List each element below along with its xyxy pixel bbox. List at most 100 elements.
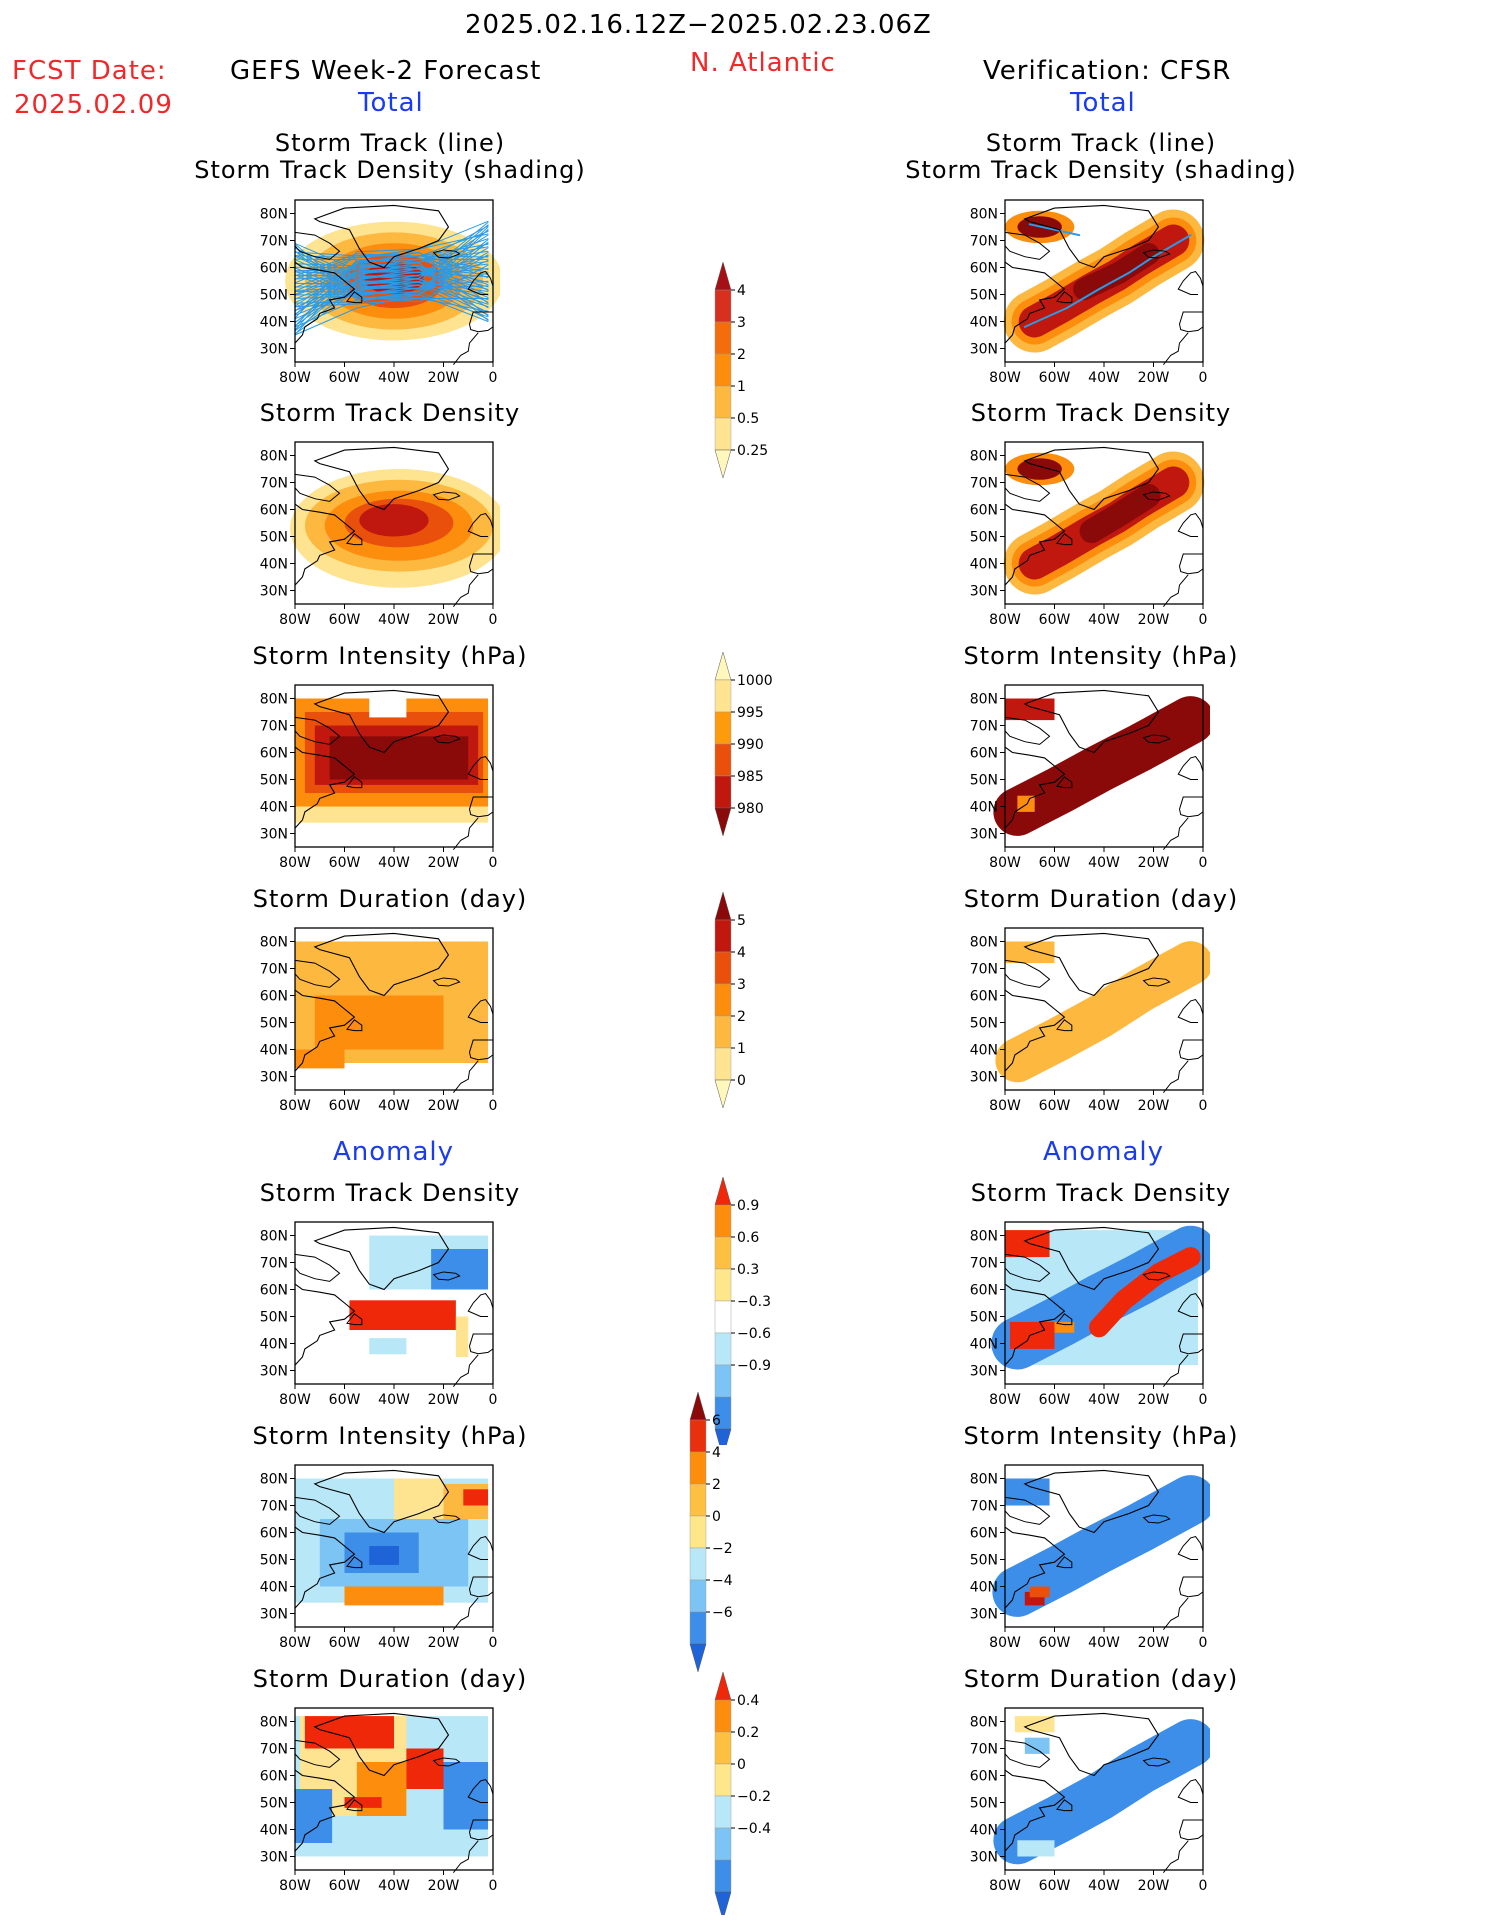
lon-tick-label: 0 <box>1199 1635 1208 1651</box>
left-p2-title: Storm Track Density <box>259 399 521 427</box>
right-column-title: Verification: CFSR <box>983 56 1232 86</box>
iberia-coast <box>468 796 494 818</box>
lon-tick-label: 0 <box>489 612 498 628</box>
greenland-coast <box>1023 1226 1160 1291</box>
storm-track-line <box>294 241 489 311</box>
colorbar-segment <box>714 1699 732 1733</box>
africa-coast <box>1163 332 1189 366</box>
iceland-coast <box>1142 734 1171 744</box>
iberia-coast <box>468 553 494 575</box>
title-line-1: Storm Track (line) <box>274 129 506 157</box>
north-america-coast <box>294 989 356 1072</box>
british-isles-coast <box>467 1778 494 1803</box>
lon-tick-label: 60W <box>329 1392 361 1408</box>
lat-tick-label: 70N <box>260 476 288 492</box>
lon-tick-label: 0 <box>489 1098 498 1114</box>
right-p7-title: Storm Duration (day) <box>963 1665 1239 1693</box>
africa-coast <box>453 332 479 366</box>
colorbar-segment <box>714 1795 732 1829</box>
greenland-coast <box>1023 446 1160 511</box>
lat-tick-label: 60N <box>260 1769 288 1785</box>
colorbar-top-arrow <box>689 1391 707 1421</box>
anomaly-cell <box>369 1338 407 1355</box>
colorbar-label: −0.2 <box>737 1789 771 1805</box>
storm-track-line <box>294 224 489 327</box>
lon-tick-label: 80W <box>989 855 1021 871</box>
colorbar-segment <box>714 353 732 387</box>
colorbar-top-arrow <box>714 891 732 921</box>
lat-tick-label: 50N <box>970 1016 998 1032</box>
north-america-coast <box>1004 989 1066 1072</box>
baffin-coast <box>1004 473 1051 502</box>
lat-tick-label: 30N <box>260 584 288 600</box>
lat-tick-label: 70N <box>260 1742 288 1758</box>
colorbar-label: −4 <box>712 1573 733 1589</box>
colorbar-label: −0.4 <box>737 1821 771 1837</box>
lat-tick-label: 40N <box>260 800 288 816</box>
lon-tick-label: 0 <box>1199 370 1208 386</box>
colorbar-label: 0.25 <box>737 443 768 459</box>
colorbar-segment <box>689 1419 707 1453</box>
lon-tick-label: 0 <box>1199 612 1208 628</box>
iberia-coast <box>1178 311 1204 333</box>
british-isles-coast <box>467 1292 494 1317</box>
newfoundland-coast <box>346 776 363 789</box>
left-p5-title: Storm Track Density <box>259 1179 521 1207</box>
north-america-coast <box>294 503 356 586</box>
colorbar-segment <box>714 1268 732 1302</box>
lon-tick-label: 20W <box>1138 1098 1170 1114</box>
right-anomaly-intensity-map: 80N 70N 60N 50N 40N 30N 80W 60W 40W 20W 0 <box>970 1464 1210 1651</box>
colorbar-segment <box>714 385 732 419</box>
lat-tick-label: 50N <box>970 288 998 304</box>
anomaly-cell <box>992 1475 1210 1617</box>
lat-tick-label: 50N <box>970 773 998 789</box>
british-isles-coast <box>467 1535 494 1560</box>
lon-tick-label: 80W <box>279 1635 311 1651</box>
lat-tick-label: 40N <box>970 1043 998 1059</box>
lon-tick-label: 0 <box>489 1392 498 1408</box>
greenland-coast <box>1023 932 1160 997</box>
greenland-coast <box>1023 1469 1160 1534</box>
colorbar-segment <box>714 951 732 985</box>
lat-tick-label: 80N <box>260 1715 288 1731</box>
lat-tick-label: 30N <box>970 827 998 843</box>
lon-tick-label: 80W <box>989 370 1021 386</box>
iceland-coast <box>1142 1514 1171 1524</box>
lat-tick-label: 40N <box>970 315 998 331</box>
lat-tick-label: 50N <box>260 1310 288 1326</box>
lon-tick-label: 60W <box>329 612 361 628</box>
storm-track-line <box>294 281 489 316</box>
colorbar-bottom-arrow <box>714 449 732 479</box>
colorbar-label: 0.9 <box>737 1198 759 1214</box>
lat-tick-label: 30N <box>260 1850 288 1866</box>
lon-tick-label: 0 <box>1199 1392 1208 1408</box>
intensity-colorbar: 1000 995 990 985 980 <box>714 651 773 837</box>
right-track-map: 80N 70N 60N 50N 40N 30N 80W 60W 40W 20W 0 <box>970 199 1208 386</box>
british-isles-coast <box>1177 755 1204 780</box>
iberia-coast <box>468 311 494 333</box>
left-anomaly-duration-map: 80N 70N 60N 50N 40N 30N 80W 60W 40W 20W 0 <box>260 1707 497 1894</box>
density-shade <box>359 504 429 537</box>
lon-tick-label: 80W <box>279 1878 311 1894</box>
lat-tick-label: 80N <box>260 207 288 223</box>
intensity-blank <box>369 693 407 718</box>
lon-tick-label: 0 <box>1199 1098 1208 1114</box>
right-density-map: 80N 70N 60N 50N 40N 30N 80W 60W 40W 20W 0 <box>970 441 1208 628</box>
anomaly-cell <box>344 1797 382 1808</box>
british-isles-coast <box>1177 1778 1204 1803</box>
storm-track-line <box>1023 234 1192 328</box>
lat-tick-label: 30N <box>970 1364 998 1380</box>
left-anomaly-density-map: 80N 70N 60N 50N 40N 30N 80W 60W 40W 20W 0 <box>260 1221 498 1408</box>
left-p7-title: Storm Duration (day) <box>252 1665 528 1693</box>
lon-tick-label: 60W <box>329 1878 361 1894</box>
left-density-map: 80N 70N 60N 50N 40N 30N 80W 60W 40W 20W 0 <box>260 441 500 628</box>
lon-tick-label: 80W <box>989 1635 1021 1651</box>
iceland-coast <box>432 249 461 259</box>
baffin-coast <box>1004 959 1051 988</box>
anomaly-cell <box>1017 1840 1055 1857</box>
density-shade <box>1079 484 1161 544</box>
colorbar-top-arrow <box>714 1176 732 1206</box>
duration-cell <box>995 941 1210 1083</box>
right-anomaly-density-map: 80N 70N 60N 50N 40N 30N 80W 60W 40W 20W 0 <box>970 1221 1210 1408</box>
colorbar-label: 0 <box>712 1509 721 1525</box>
